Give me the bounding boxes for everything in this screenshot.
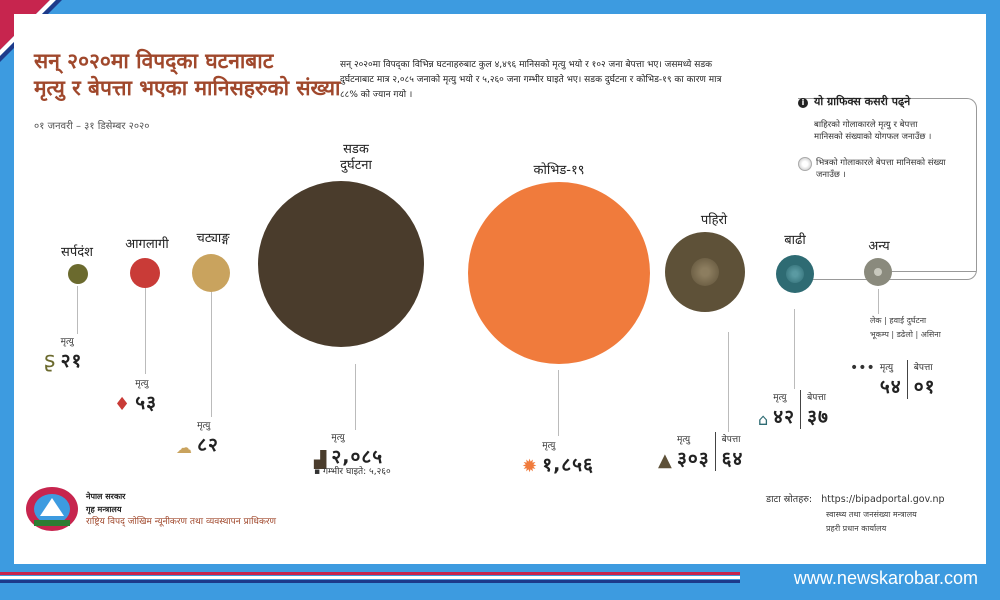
- inner-circle-icon: [798, 157, 812, 171]
- circle-landslide: [665, 232, 745, 312]
- circle-other: [864, 258, 892, 286]
- stat-snakebite: ʂ मृत्यु २१: [44, 337, 83, 373]
- connector-line: [145, 286, 146, 374]
- infographic-card: सन् २०२०मा विपद्का घटनाबाट मृत्यु र बेपत…: [14, 14, 986, 564]
- circle-flood: [776, 255, 814, 293]
- circle-lightning: [192, 254, 230, 292]
- label-covid: कोभिड-१९: [533, 163, 585, 178]
- footer-stripe: [0, 576, 740, 579]
- footer-stripe: [0, 572, 740, 575]
- snake-icon: ʂ: [44, 348, 56, 373]
- inner-circle-other: [874, 268, 882, 276]
- label-flood: बाढी: [784, 233, 806, 248]
- label-road-accident: सडक दुर्घटना: [340, 142, 372, 173]
- injured-icon: ▪: [314, 467, 321, 477]
- stat-road-accident: ▟ मृत्यु २,०८५: [314, 433, 384, 469]
- page-title: सन् २०२०मा विपद्का घटनाबाट मृत्यु र बेपत…: [34, 49, 341, 100]
- connector-line: [355, 364, 356, 430]
- stat-landslide: ▲ मृत्यु ३०३ बेपत्ता ६४: [658, 432, 743, 471]
- site-url[interactable]: www.newskarobar.com: [793, 568, 978, 588]
- connector-line: [211, 289, 212, 417]
- connector-line: [728, 332, 729, 432]
- legend-outer-text: बाहिरको गोलाकारले मृत्यु र बेपत्ता मानिस…: [814, 120, 932, 142]
- stat-covid: ✹ मृत्यु १,८५६: [522, 441, 594, 477]
- lightning-cloud-icon: ☁: [176, 438, 192, 457]
- label-fire: आगलागी: [125, 237, 169, 252]
- crash-icon: ▟: [314, 450, 327, 469]
- other-causes-list: लेक | हवाई दुर्घटना भूकम्प | डढेलो | असि…: [870, 316, 941, 339]
- injured-text: ▪ गम्भीर घाइते: ५,२६०: [314, 467, 391, 477]
- inner-circle-flood: [786, 265, 804, 283]
- connector-line: [794, 309, 795, 389]
- legend-heading: i यो ग्राफिक्स कसरी पढ्ने: [798, 94, 948, 109]
- footer-stripe: [0, 580, 740, 583]
- label-landslide: पहिरो: [700, 213, 728, 228]
- intro-text: सन् २०२०मा विपद्का विभिन्न घटनाहरुबाट कु…: [340, 60, 722, 100]
- legend-connector: [892, 271, 976, 272]
- source-agencies: स्वास्थ्य तथा जनसंख्या मन्त्रालय प्रहरी …: [826, 510, 917, 533]
- data-source: डाटा स्रोतहरु: https://bipadportal.gov.n…: [766, 494, 945, 505]
- landslide-icon: ▲: [658, 450, 672, 471]
- fire-drop-icon: ♦: [114, 394, 131, 415]
- govt-text: नेपाल सरकार गृह मन्त्रालय राष्ट्रिय विपद…: [86, 492, 277, 527]
- connector-line: [558, 370, 559, 436]
- flood-icon: ⌂: [758, 410, 769, 429]
- stat-fire: ♦ मृत्यु ५३: [114, 379, 157, 415]
- connector-line: [878, 289, 879, 314]
- circle-covid: [468, 182, 650, 364]
- label-other: अन्य: [868, 239, 890, 254]
- circle-snakebite: [68, 264, 88, 284]
- stat-other: ••• मृत्यु ५४ बेपत्ता ०१: [850, 360, 936, 399]
- virus-icon: ✹: [522, 456, 538, 477]
- stat-flood: ⌂ मृत्यु ४२ बेपत्ता ३७: [758, 390, 829, 429]
- inner-circle-landslide: [691, 258, 719, 286]
- label-snakebite: सर्पदंश: [61, 245, 93, 260]
- legend: i यो ग्राफिक्स कसरी पढ्ने बाहिरको गोलाकार…: [798, 94, 948, 181]
- circle-fire: [130, 258, 160, 288]
- stat-lightning: ☁ मृत्यु ८२: [176, 421, 219, 457]
- circle-road-accident: [258, 181, 424, 347]
- legend-inner-text: भित्रको गोलाकारले बेपत्ता मानिसको संख्या…: [816, 158, 946, 180]
- source-link[interactable]: https://bipadportal.gov.np: [821, 494, 945, 505]
- dots-icon: •••: [850, 360, 875, 376]
- date-range: ०१ जनवरी – ३१ डिसेम्बर २०२०: [34, 121, 150, 132]
- nepal-emblem-icon: [26, 487, 78, 531]
- label-lightning: चट्याङ्ग: [196, 231, 230, 246]
- connector-line: [77, 286, 78, 334]
- info-icon: i: [798, 98, 808, 108]
